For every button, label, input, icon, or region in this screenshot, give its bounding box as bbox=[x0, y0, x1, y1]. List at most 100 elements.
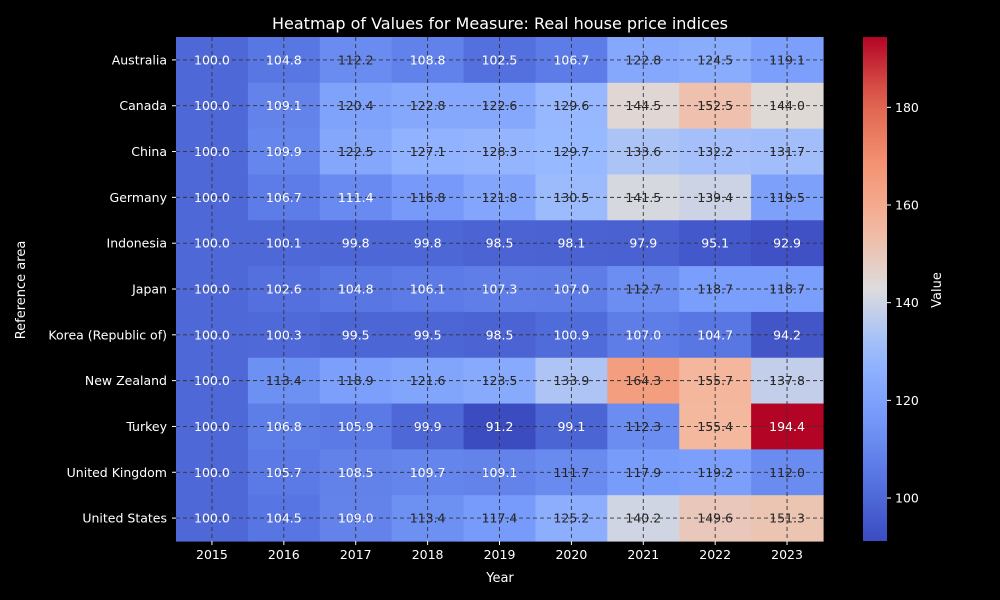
cell-value-label: 105.7 bbox=[266, 465, 302, 480]
y-tick-label: Turkey bbox=[125, 419, 167, 434]
cell-value-label: 99.5 bbox=[414, 327, 442, 342]
cell-value-label: 144.0 bbox=[769, 98, 805, 113]
cell-value-label: 112.2 bbox=[338, 52, 374, 67]
cell-value-label: 100.0 bbox=[194, 144, 230, 159]
cell-value-label: 91.2 bbox=[486, 419, 514, 434]
cell-value-label: 118.9 bbox=[338, 373, 374, 388]
cell-value-label: 109.9 bbox=[266, 144, 302, 159]
cell-value-label: 104.5 bbox=[266, 511, 302, 526]
cell-value-label: 106.7 bbox=[553, 52, 589, 67]
cell-value-label: 107.0 bbox=[553, 282, 589, 297]
cell-value-label: 97.9 bbox=[629, 236, 657, 251]
chart-title: Heatmap of Values for Measure: Real hous… bbox=[272, 14, 728, 33]
x-axis-ticks: 2015 2016 2017 2018 2019 2020 2021 2022 2023 bbox=[196, 541, 803, 562]
cell-value-label: 111.4 bbox=[338, 190, 374, 205]
colorbar-tick-label: 180 bbox=[895, 100, 919, 115]
cell-value-label: 100.0 bbox=[194, 52, 230, 67]
cell-value-label: 164.3 bbox=[625, 373, 661, 388]
cell-value-label: 194.4 bbox=[769, 419, 805, 434]
cell-value-label: 99.9 bbox=[414, 419, 442, 434]
x-tick-label: 2017 bbox=[340, 547, 372, 562]
cell-value-label: 99.8 bbox=[342, 236, 370, 251]
cell-value-label: 104.7 bbox=[697, 327, 733, 342]
cell-value-label: 151.3 bbox=[769, 511, 805, 526]
cell-value-label: 117.9 bbox=[625, 465, 661, 480]
cell-value-label: 111.7 bbox=[553, 465, 589, 480]
cell-value-label: 106.8 bbox=[266, 419, 302, 434]
y-tick-label: Australia bbox=[112, 52, 167, 67]
x-tick-label: 2021 bbox=[627, 547, 659, 562]
cell-value-label: 94.2 bbox=[773, 327, 801, 342]
cell-value-label: 117.4 bbox=[482, 511, 518, 526]
cell-labels: 100.0 104.8 112.2 108.8 102.5 106.7 122.8 124.5… bbox=[194, 52, 805, 525]
x-tick-label: 2020 bbox=[555, 547, 587, 562]
cell-value-label: 100.0 bbox=[194, 98, 230, 113]
cell-value-label: 113.4 bbox=[266, 373, 302, 388]
cell-value-label: 129.6 bbox=[553, 98, 589, 113]
cell-value-label: 100.9 bbox=[553, 327, 589, 342]
x-tick-label: 2015 bbox=[196, 547, 228, 562]
gridlines bbox=[176, 37, 823, 541]
y-axis-ticks: Australia Canada China Germany Indonesia Japa… bbox=[48, 52, 176, 526]
cell-value-label: 133.6 bbox=[625, 144, 661, 159]
cell-value-label: 113.4 bbox=[410, 511, 446, 526]
cell-value-label: 99.8 bbox=[414, 236, 442, 251]
cell-value-label: 99.5 bbox=[342, 327, 370, 342]
colorbar bbox=[863, 37, 887, 541]
cell-value-label: 120.4 bbox=[338, 98, 374, 113]
cell-value-label: 100.1 bbox=[266, 236, 302, 251]
y-tick-label: United Kingdom bbox=[67, 465, 167, 480]
cell-value-label: 108.5 bbox=[338, 465, 374, 480]
cell-value-label: 121.8 bbox=[482, 190, 518, 205]
cell-value-label: 100.0 bbox=[194, 236, 230, 251]
colorbar-label: Value bbox=[930, 272, 945, 308]
colorbar-tick-label: 160 bbox=[895, 198, 919, 213]
cell-value-label: 155.7 bbox=[697, 373, 733, 388]
cell-value-label: 102.6 bbox=[266, 282, 302, 297]
cell-value-label: 106.7 bbox=[266, 190, 302, 205]
y-axis-label: Reference area bbox=[14, 241, 29, 340]
cell-value-label: 116.8 bbox=[410, 190, 446, 205]
y-tick-label: China bbox=[131, 144, 167, 159]
cell-value-label: 109.0 bbox=[338, 511, 374, 526]
cell-value-label: 152.5 bbox=[697, 98, 733, 113]
y-tick-label: Indonesia bbox=[107, 236, 167, 251]
cell-value-label: 122.6 bbox=[482, 98, 518, 113]
cell-value-label: 132.2 bbox=[697, 144, 733, 159]
cell-value-label: 112.3 bbox=[625, 419, 661, 434]
cell-value-label: 149.6 bbox=[697, 511, 733, 526]
y-tick-label: New Zealand bbox=[85, 373, 167, 388]
colorbar-tick-label: 120 bbox=[895, 393, 919, 408]
cell-value-label: 109.7 bbox=[410, 465, 446, 480]
y-tick-label: United States bbox=[82, 511, 167, 526]
cell-value-label: 108.8 bbox=[410, 52, 446, 67]
cell-value-label: 100.0 bbox=[194, 465, 230, 480]
cell-value-label: 107.3 bbox=[482, 282, 518, 297]
cell-value-label: 125.2 bbox=[553, 511, 589, 526]
cell-value-label: 105.9 bbox=[338, 419, 374, 434]
cell-value-label: 109.1 bbox=[482, 465, 518, 480]
x-tick-label: 2016 bbox=[268, 547, 300, 562]
y-tick-label: Germany bbox=[110, 190, 168, 205]
cell-value-label: 112.7 bbox=[625, 282, 661, 297]
cell-value-label: 124.5 bbox=[697, 52, 733, 67]
cell-value-label: 123.5 bbox=[482, 373, 518, 388]
cell-value-label: 95.1 bbox=[701, 236, 729, 251]
cell-value-label: 106.1 bbox=[410, 282, 446, 297]
x-tick-label: 2019 bbox=[484, 547, 516, 562]
cell-value-label: 130.5 bbox=[553, 190, 589, 205]
cell-value-label: 122.8 bbox=[625, 52, 661, 67]
cell-value-label: 122.5 bbox=[338, 144, 374, 159]
cell-value-label: 98.1 bbox=[557, 236, 585, 251]
y-tick-label: Canada bbox=[119, 98, 167, 113]
cell-value-label: 92.9 bbox=[773, 236, 801, 251]
cell-value-label: 100.0 bbox=[194, 419, 230, 434]
cell-value-label: 102.5 bbox=[482, 52, 518, 67]
cell-value-label: 119.5 bbox=[769, 190, 805, 205]
y-tick-label: Korea (Republic of) bbox=[48, 327, 167, 342]
cell-value-label: 141.5 bbox=[625, 190, 661, 205]
x-tick-label: 2022 bbox=[699, 547, 731, 562]
cell-value-label: 100.0 bbox=[194, 373, 230, 388]
cell-value-label: 119.1 bbox=[769, 52, 805, 67]
